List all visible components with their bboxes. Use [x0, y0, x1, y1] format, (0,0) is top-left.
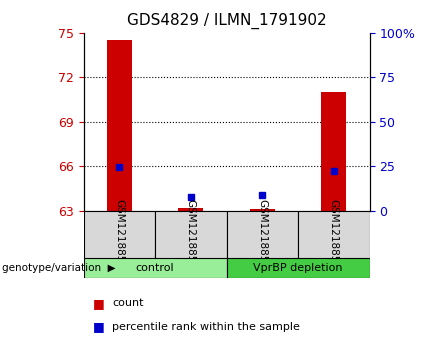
- Text: count: count: [112, 298, 144, 308]
- Bar: [227, 258, 370, 278]
- Text: GSM1218854: GSM1218854: [186, 199, 196, 269]
- Bar: [155, 211, 227, 258]
- Text: percentile rank within the sample: percentile rank within the sample: [112, 322, 300, 332]
- Bar: [250, 209, 275, 211]
- Bar: [107, 40, 132, 211]
- Bar: [298, 211, 370, 258]
- Text: ■: ■: [92, 320, 104, 333]
- Text: ■: ■: [92, 297, 104, 310]
- Text: control: control: [136, 263, 174, 273]
- Bar: [178, 208, 203, 211]
- Text: VprBP depletion: VprBP depletion: [253, 263, 343, 273]
- Text: genotype/variation  ▶: genotype/variation ▶: [2, 263, 116, 273]
- Bar: [321, 92, 346, 211]
- Title: GDS4829 / ILMN_1791902: GDS4829 / ILMN_1791902: [127, 12, 326, 29]
- Bar: [227, 211, 298, 258]
- Bar: [84, 258, 227, 278]
- Text: GSM1218852: GSM1218852: [114, 199, 125, 269]
- Text: GSM1218855: GSM1218855: [329, 199, 339, 269]
- Bar: [84, 211, 155, 258]
- Text: GSM1218853: GSM1218853: [257, 199, 268, 269]
